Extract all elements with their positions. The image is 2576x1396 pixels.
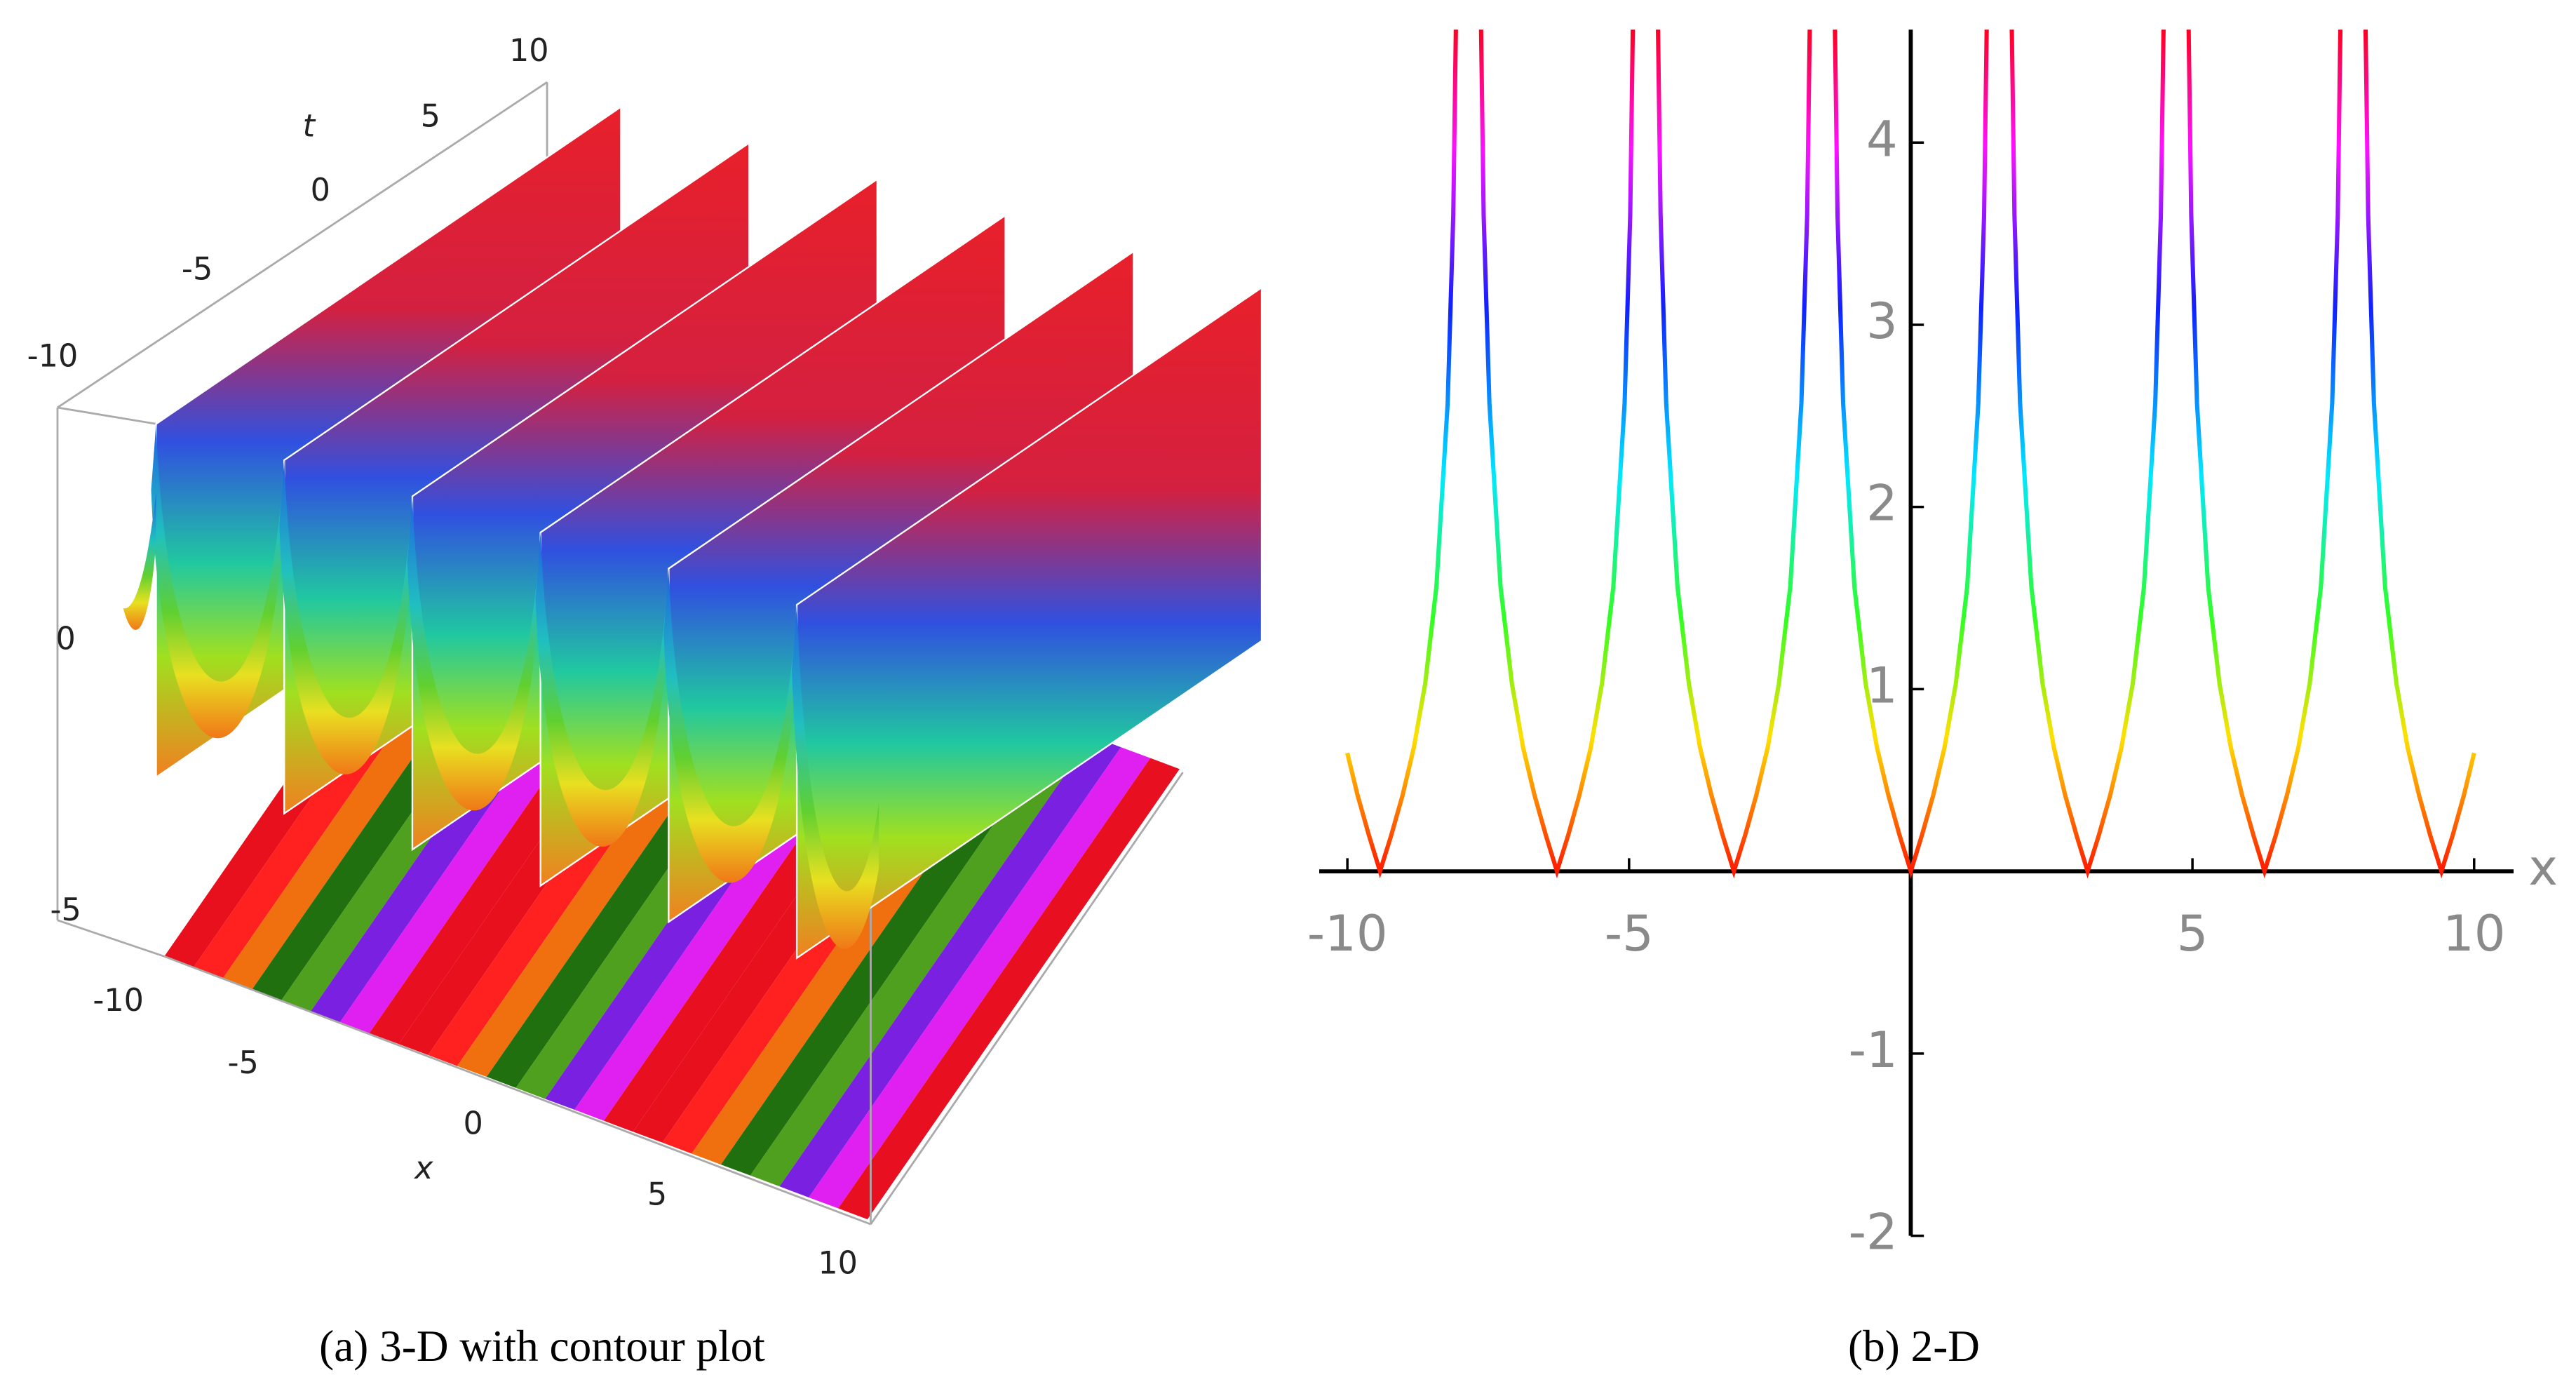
y-tick-label: 4	[1866, 110, 1898, 168]
x-tick-label: 10	[2443, 905, 2505, 962]
box-edge	[57, 81, 548, 409]
x-tick-label: 5	[647, 1176, 667, 1212]
valley-face	[663, 568, 797, 883]
ridge-sheet	[795, 286, 1263, 960]
valley-face	[151, 424, 285, 739]
x-tick-label: 0	[463, 1106, 483, 1142]
t-tick-label: -5	[182, 252, 213, 288]
valley-face	[535, 532, 669, 847]
panel-3d: -10 -5 0 5 10 -10 -5 0 5 10 0 -5 t x (a) 3-D with cont…	[27, 33, 1263, 1371]
x-axis-label: x	[2528, 839, 2558, 897]
box-edge	[57, 919, 165, 958]
x-tick-label: -5	[1605, 905, 1654, 962]
x-tick-label: -10	[1307, 905, 1388, 962]
z-tick-label: -5	[50, 892, 81, 928]
valley-face	[407, 496, 541, 811]
x-tick-label: -5	[227, 1045, 258, 1081]
x-tick-label: 5	[2177, 905, 2209, 962]
y-tick-label: -2	[1849, 1204, 1898, 1261]
y-tick-label: -1	[1849, 1021, 1898, 1079]
t-tick-label: 5	[421, 99, 440, 135]
y-tick-label: 2	[1866, 475, 1898, 532]
x-axis-label: x	[413, 1150, 433, 1186]
x-tick-label: 10	[818, 1246, 858, 1282]
caption: (a) 3-D with contour plot	[319, 1322, 765, 1371]
valley-face	[792, 605, 879, 949]
z-tick-label: 0	[56, 622, 76, 657]
contour-stripe	[838, 758, 1180, 1220]
y-tick-label: 3	[1866, 293, 1898, 350]
caption: (b) 2-D	[1848, 1322, 1980, 1371]
t-tick-label: 10	[509, 33, 549, 69]
x-tick-label: -10	[93, 983, 144, 1019]
t-axis-label: t	[303, 109, 316, 145]
valley-face	[123, 492, 156, 630]
contour-stripe	[750, 725, 1092, 1187]
t-tick-label: 0	[311, 173, 330, 208]
contour-stripe	[809, 747, 1151, 1209]
curve	[1345, 29, 2476, 879]
box-edge	[163, 955, 872, 1226]
contour-stripe	[779, 736, 1121, 1197]
t-tick-label: -10	[27, 339, 79, 375]
valley-face	[279, 459, 412, 774]
box-edge	[870, 772, 1184, 1225]
